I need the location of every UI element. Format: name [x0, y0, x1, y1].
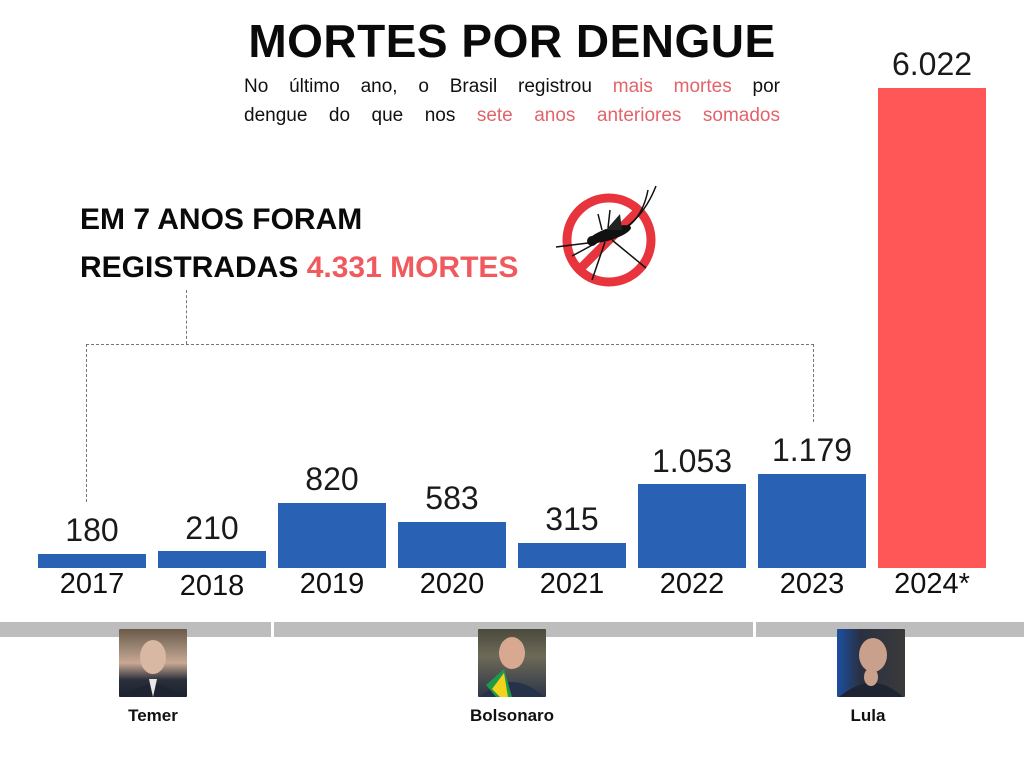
callout-line-1: EM 7 ANOS FORAM	[80, 203, 363, 236]
bracket-left	[86, 344, 87, 502]
subtitle-line-1: No último ano, o Brasil registrou mais m…	[244, 72, 780, 101]
year-label: 2017	[59, 568, 125, 600]
callout-highlight: 4.331 MORTES	[306, 251, 519, 284]
bar-2017	[38, 554, 146, 568]
bar-2020	[398, 522, 506, 568]
bracket-top	[86, 344, 814, 345]
year-label: 2021	[539, 568, 605, 600]
value-label: 6.022	[891, 46, 973, 82]
year-label: 2022	[659, 568, 725, 600]
chart-title-text: MORTES POR DENGUE	[248, 15, 776, 67]
callout-text: REGISTRADAS	[80, 251, 307, 284]
subtitle-line-2: dengue do que nos sete anos anteriores s…	[244, 101, 780, 130]
bracket-right	[813, 344, 814, 422]
year-label: 2024*	[894, 568, 970, 600]
value-label: 210	[185, 510, 239, 546]
president-name-bolsonaro: Bolsonaro	[469, 706, 555, 725]
bar-2024	[878, 88, 986, 568]
value-label: 820	[305, 461, 359, 497]
year-label: 2018	[179, 570, 245, 602]
bar-2023	[758, 474, 866, 568]
bar-2021	[518, 543, 626, 568]
year-label: 2019	[299, 568, 365, 600]
year-label: 2020	[419, 568, 485, 600]
subtitle-text: dengue do que nos	[244, 105, 477, 126]
chart-subtitle: No último ano, o Brasil registrou mais m…	[244, 72, 780, 130]
bar-2019	[278, 503, 386, 568]
bar-2018	[158, 551, 266, 568]
bar-2022	[638, 484, 746, 568]
value-label: 1.179	[771, 432, 853, 468]
chart-title: MORTES POR DENGUE	[0, 14, 1024, 68]
value-label: 583	[425, 480, 479, 516]
president-name-temer: Temer	[128, 706, 178, 725]
callout-annotation: EM 7 ANOS FORAM REGISTRADAS 4.331 MORTES	[80, 196, 518, 292]
value-label: 180	[65, 512, 119, 548]
value-label: 315	[545, 501, 599, 537]
value-label: 1.053	[651, 443, 733, 479]
year-label: 2023	[779, 568, 845, 600]
subtitle-text: por	[731, 76, 780, 97]
no-mosquito-icon	[550, 184, 670, 294]
avatar-bolsonaro	[478, 629, 546, 697]
subtitle-highlight: mais mortes	[612, 76, 732, 97]
subtitle-text: No último ano, o Brasil registrou	[244, 76, 613, 97]
subtitle-highlight: sete anos anteriores somados	[476, 105, 780, 126]
bracket-stem	[186, 290, 187, 344]
callout-line-2: REGISTRADAS 4.331 MORTES	[80, 244, 518, 292]
avatar-temer	[119, 629, 187, 697]
president-name-lula: Lula	[850, 706, 886, 725]
avatar-lula	[837, 629, 905, 697]
